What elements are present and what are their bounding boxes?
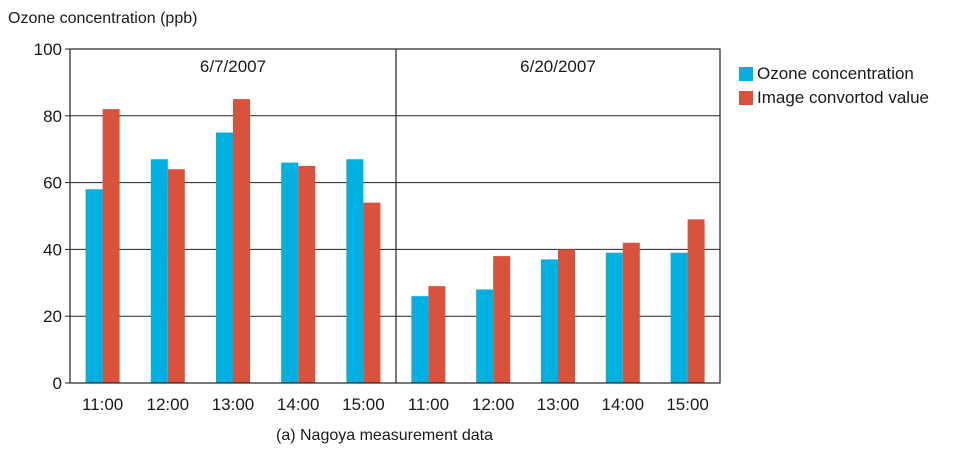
bar-g1-s2-1500 [363, 202, 381, 383]
bar-g2-s2-1400 [622, 242, 640, 383]
bar-g1-s2-1300 [233, 99, 250, 383]
legend-swatch-ozone [739, 67, 753, 81]
x-tick-label-g1-1400: 14:00 [277, 395, 320, 414]
x-tick-label-g1-1100: 11:00 [82, 395, 123, 414]
bar-g1-s2-1200 [167, 169, 185, 383]
bars [85, 99, 705, 384]
legend-label-image: Image convortod value [757, 88, 929, 107]
bar-g2-s1-1300 [541, 259, 558, 383]
bar-g2-s1-1200 [476, 289, 494, 383]
bar-g2-s2-1100 [428, 286, 446, 383]
bar-g1-s1-1500 [346, 159, 364, 383]
group-title-1: 6/7/2007 [200, 57, 266, 76]
bar-g2-s2-1500 [687, 219, 705, 383]
legend-swatch-image [739, 91, 753, 105]
x-tick-label-g2-1100: 11:00 [408, 395, 449, 414]
y-axis-title: Ozone concentration (ppb) [8, 10, 198, 27]
plot-border [69, 48, 721, 384]
y-tick-label-60: 60 [43, 174, 62, 193]
y-tick-label-20: 20 [43, 307, 62, 326]
y-tick-label-0: 0 [53, 374, 62, 393]
bar-g1-s1-1400 [281, 162, 299, 383]
y-tick-label-80: 80 [43, 107, 62, 126]
bar-g2-s2-1300 [558, 249, 575, 383]
x-tick-label-g2-1200: 12:00 [472, 395, 515, 414]
bar-g1-s1-1300 [216, 132, 233, 383]
x-tick-label-g1-1300: 13:00 [212, 395, 255, 414]
tick-labels: 0 20 40 60 80 100 6/7/2007 11:00 12:00 13:00 14:00… [34, 40, 709, 414]
bar-g1-s1-1100 [85, 189, 103, 383]
legend-item-ozone: Ozone concentration [739, 62, 929, 86]
bar-g1-s1-1200 [150, 159, 168, 383]
x-tick-label-g1-1500: 15:00 [342, 395, 385, 414]
x-tick-label-g2-1300: 13:00 [537, 395, 580, 414]
bar-g1-s2-1100 [102, 109, 120, 384]
legend-label-ozone: Ozone concentration [757, 64, 914, 83]
figure-caption: (a) Nagoya measurement data [276, 427, 493, 444]
bar-g2-s1-1400 [605, 252, 623, 383]
x-tick-label-g2-1500: 15:00 [666, 395, 709, 414]
group-title-2: 6/20/2007 [520, 57, 596, 76]
legend-item-image: Image convortod value [739, 86, 929, 110]
x-tick-label-g2-1400: 14:00 [602, 395, 645, 414]
bar-g2-s2-1200 [493, 256, 511, 383]
bar-g2-s1-1100 [411, 296, 429, 383]
bar-g1-s2-1400 [298, 165, 316, 383]
y-tick-label-40: 40 [43, 240, 62, 259]
x-tick-label-g1-1200: 12:00 [147, 395, 190, 414]
plot-frame [65, 48, 721, 384]
legend: Ozone concentration Image convortod valu… [739, 62, 929, 110]
bar-g2-s1-1500 [670, 252, 688, 383]
y-tick-label-100: 100 [34, 40, 62, 59]
